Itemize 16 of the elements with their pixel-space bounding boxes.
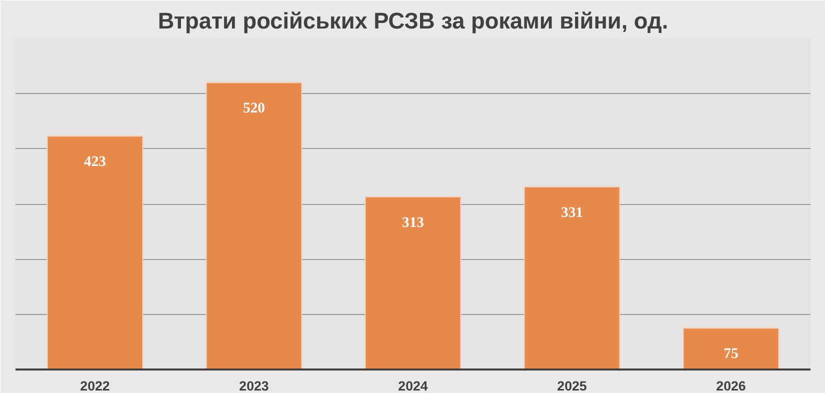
x-tick-label: 2026 <box>716 378 746 393</box>
x-tick-label: 2025 <box>557 378 588 393</box>
x-tick-label: 2024 <box>398 378 428 393</box>
x-tick-label: 2023 <box>239 378 269 393</box>
data-label: 520 <box>243 100 265 117</box>
bar <box>524 186 620 370</box>
bar <box>206 82 302 370</box>
data-label: 313 <box>402 214 424 231</box>
data-label: 423 <box>84 154 106 170</box>
chart-title: Втрати російських РСЗВ за роками війни, од. <box>158 8 668 34</box>
bar <box>46 136 144 370</box>
data-label: 75 <box>724 346 738 362</box>
bar <box>364 196 462 370</box>
data-label: 331 <box>561 204 583 221</box>
bar <box>682 328 780 370</box>
x-tick-label: 2022 <box>80 378 110 393</box>
